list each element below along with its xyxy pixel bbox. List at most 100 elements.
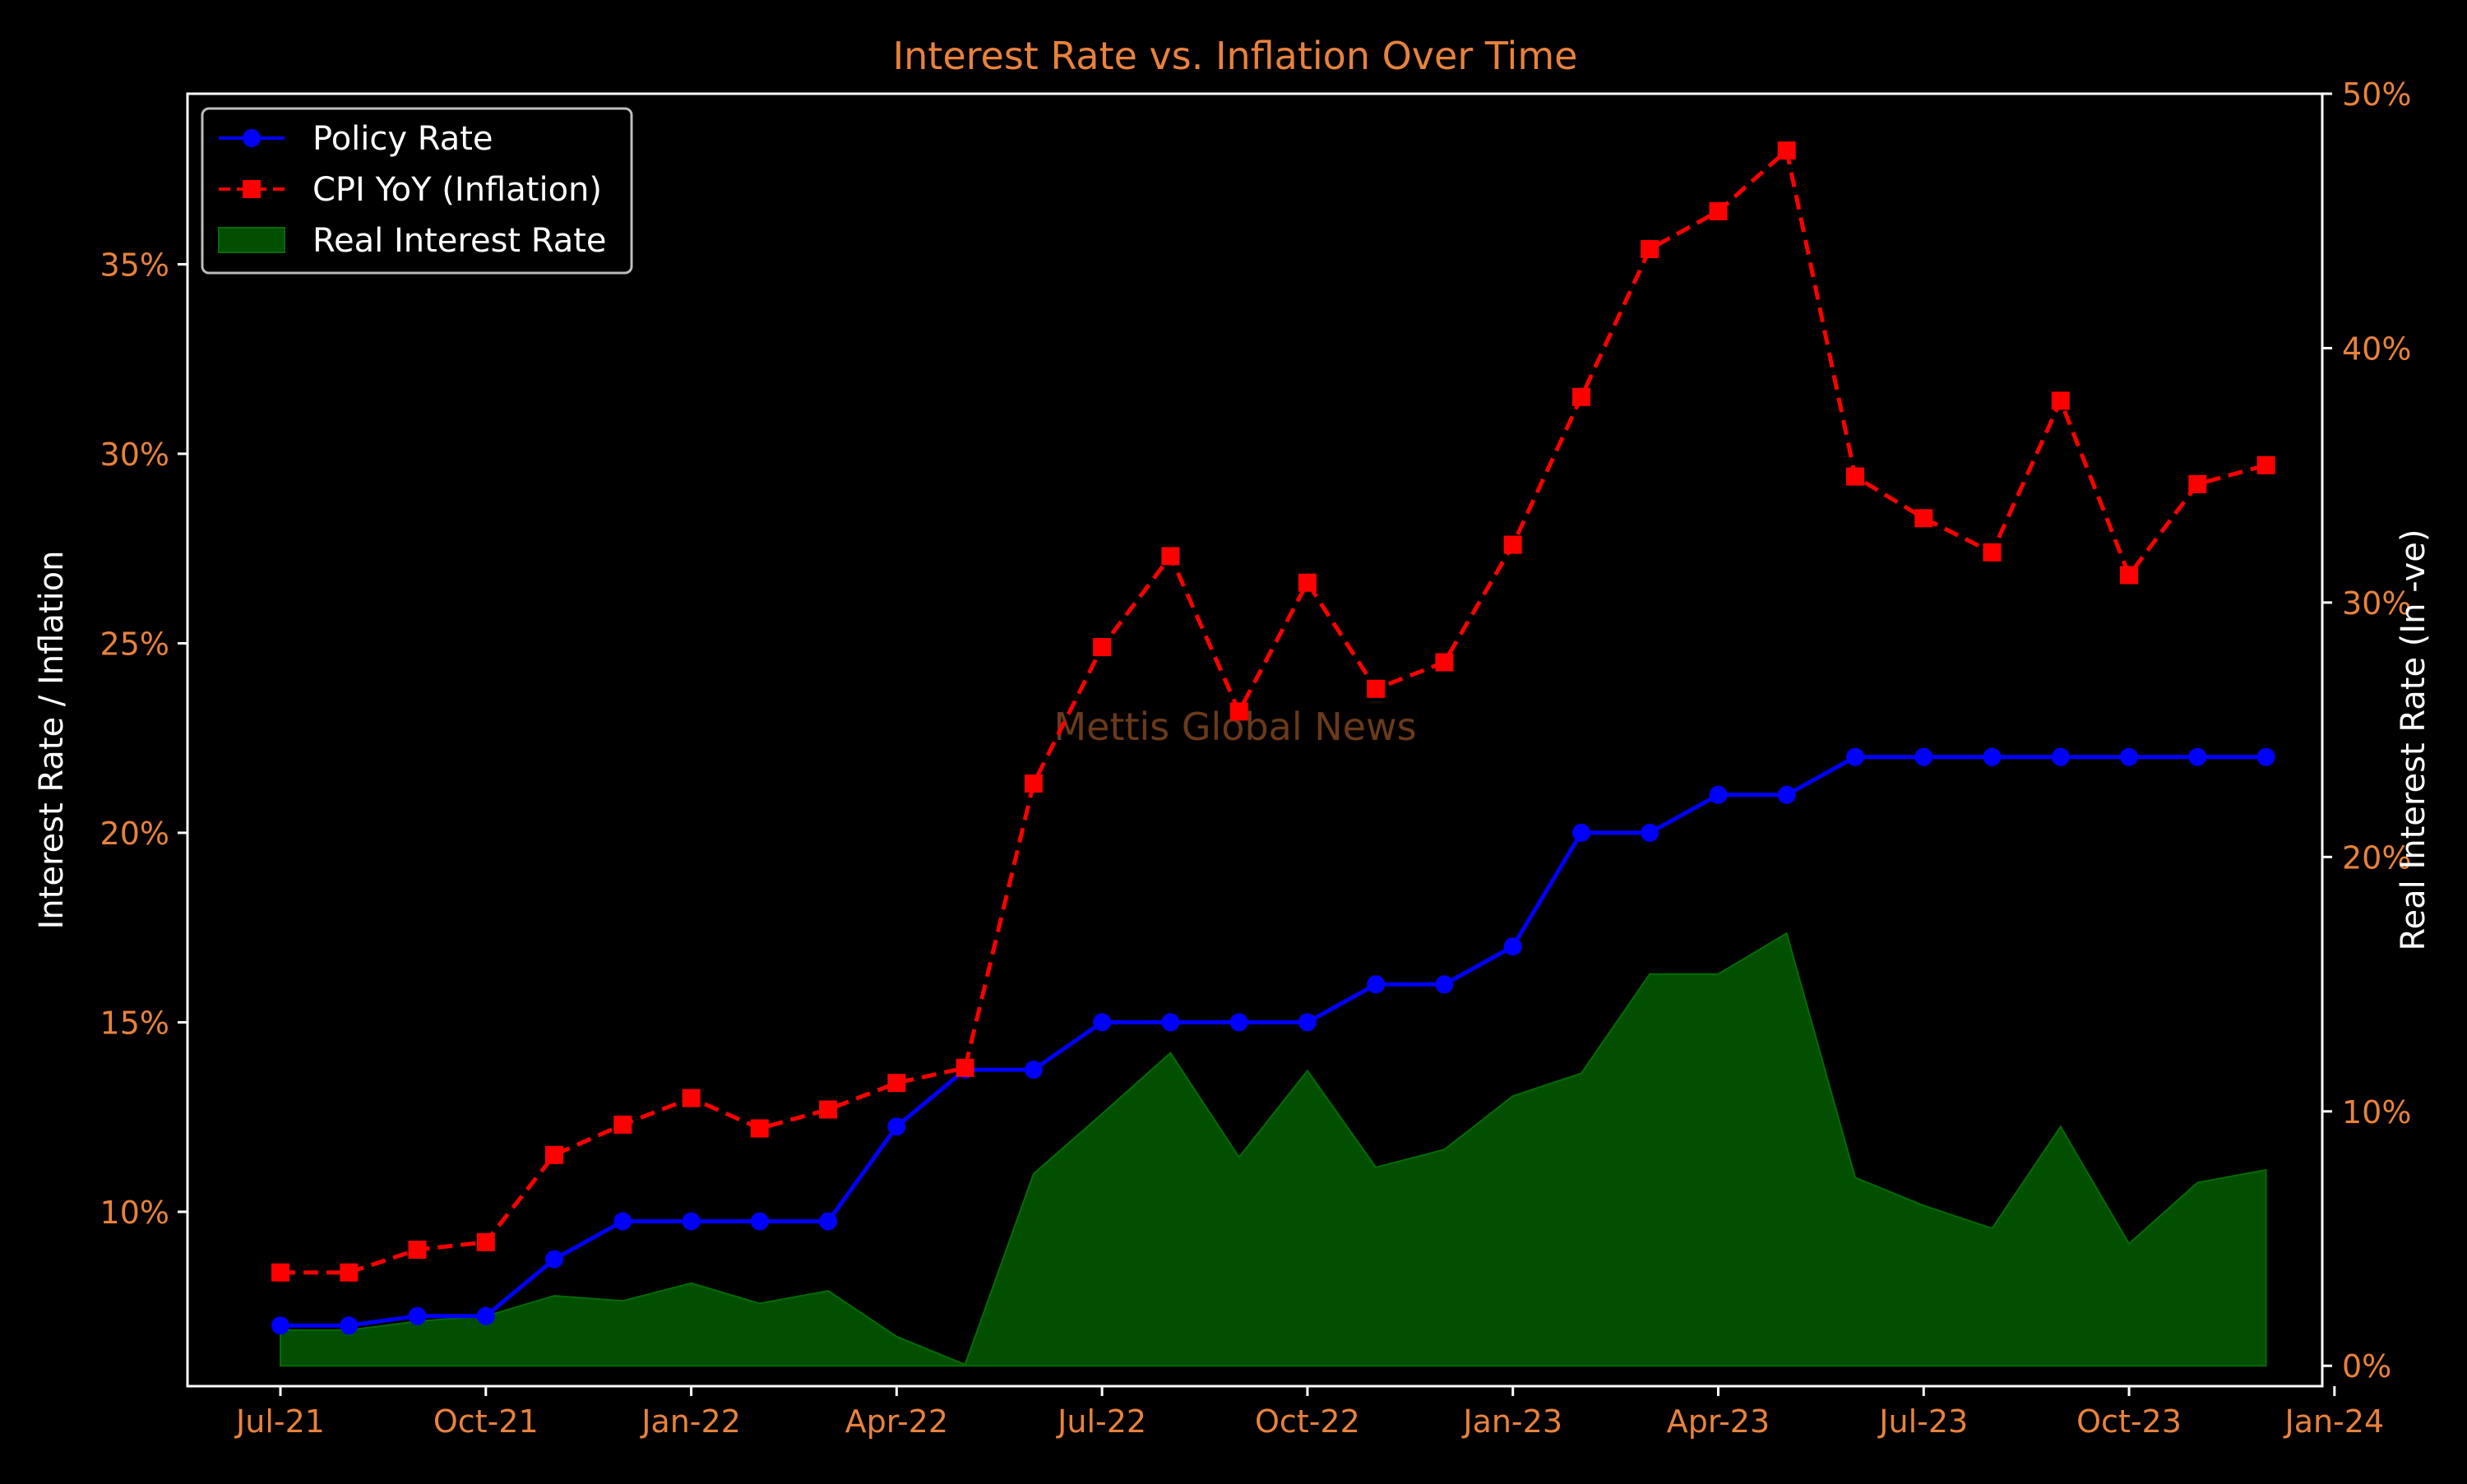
cpi-point <box>1641 240 1659 258</box>
legend-marker-cpi <box>243 180 261 198</box>
cpi-point <box>1709 201 1728 220</box>
y2-tick-label: 30% <box>2342 585 2411 622</box>
legend-label-policy-rate: Policy Rate <box>312 120 493 158</box>
cpi-point <box>1093 638 1112 657</box>
x-tick-label: Jul-23 <box>1877 1403 1968 1440</box>
cpi-point <box>1024 774 1043 793</box>
cpi-point <box>1777 141 1796 160</box>
y-tick-label: 15% <box>100 1005 169 1041</box>
legend-label-cpi: CPI YoY (Inflation) <box>312 171 602 209</box>
policy-rate-point <box>613 1212 632 1231</box>
cpi-point <box>1161 547 1180 566</box>
x-tick-label: Apr-22 <box>845 1403 948 1440</box>
real-rate-area-layer <box>280 932 2267 1367</box>
policy-rate-point <box>476 1306 495 1325</box>
cpi-point <box>682 1089 701 1107</box>
plot-frame <box>186 92 2324 1388</box>
policy-rate-point <box>1914 747 1933 766</box>
x-tick-label: Jan-23 <box>1461 1403 1562 1440</box>
cpi-point <box>887 1074 906 1093</box>
legend: Policy Rate CPI YoY (Inflation) Real Int… <box>201 107 633 275</box>
policy-rate-point <box>2188 747 2207 766</box>
x-tick-label: Oct-23 <box>2076 1403 2182 1440</box>
policy-rate-point <box>682 1212 701 1231</box>
policy-rate-point <box>1709 785 1728 804</box>
y2-tick-label: 0% <box>2342 1348 2391 1385</box>
legend-marker-policy-rate <box>243 129 261 147</box>
legend-label-real-rate: Real Interest Rate <box>312 222 607 260</box>
x-axis: Jul-21 Oct-21 Jan-22 Apr-22 Jul-22 Oct-22 Jan-… <box>234 1386 2384 1440</box>
policy-rate-point <box>1503 937 1522 956</box>
x-tick-label: Oct-22 <box>1255 1403 1360 1440</box>
cpi-point <box>1983 543 2002 562</box>
series-lines-layer <box>271 141 2275 1335</box>
y2-tick-label: 10% <box>2342 1094 2411 1130</box>
y-tick-label: 30% <box>100 437 169 473</box>
policy-rate-point <box>271 1316 289 1335</box>
y-axis-left: 10% 15% 20% 25% 30% 35% <box>100 247 187 1231</box>
cpi-point <box>340 1263 359 1282</box>
policy-rate-point <box>2120 747 2138 766</box>
policy-rate-point <box>1024 1061 1043 1079</box>
cpi-point <box>2051 391 2070 410</box>
policy-rate-point <box>1777 785 1796 804</box>
y-tick-label: 20% <box>100 816 169 852</box>
x-tick-label: Jan-24 <box>2283 1403 2384 1440</box>
cpi-point <box>819 1100 838 1119</box>
cpi-point <box>476 1232 495 1251</box>
cpi-point <box>2188 474 2207 493</box>
real-rate-area <box>280 932 2267 1367</box>
cpi-point <box>750 1119 769 1138</box>
legend-swatch-real-rate <box>218 227 285 253</box>
cpi-point <box>1572 387 1590 406</box>
y-axis-left-label: Interest Rate / Inflation <box>33 551 71 930</box>
x-tick-label: Jul-21 <box>234 1403 325 1440</box>
policy-rate-point <box>1161 1013 1180 1032</box>
x-tick-label: Jan-22 <box>640 1403 741 1440</box>
policy-rate-point <box>1641 823 1659 842</box>
y2-tick-label: 50% <box>2342 76 2411 113</box>
x-tick-label: Jul-22 <box>1056 1403 1146 1440</box>
cpi-point <box>271 1263 289 1282</box>
cpi-point <box>1914 509 1933 528</box>
policy-rate-point <box>2256 747 2275 766</box>
policy-rate-point <box>1229 1013 1248 1032</box>
x-tick-label: Oct-21 <box>433 1403 539 1440</box>
cpi-point <box>1298 573 1317 592</box>
policy-rate-line <box>280 755 2266 1328</box>
y-tick-label: 25% <box>100 626 169 662</box>
policy-rate-point <box>819 1212 838 1231</box>
legend-box <box>201 107 633 275</box>
cpi-point <box>956 1058 974 1077</box>
y-tick-label: 10% <box>100 1195 169 1231</box>
policy-rate-point <box>1298 1013 1317 1032</box>
y-tick-label: 35% <box>100 247 169 283</box>
policy-rate-point <box>1435 975 1454 994</box>
cpi-point <box>1503 535 1522 554</box>
policy-rate-point <box>1367 975 1386 994</box>
cpi-point <box>408 1241 427 1259</box>
policy-rate-point <box>545 1250 563 1269</box>
policy-rate-point <box>750 1212 769 1231</box>
cpi-point <box>1367 679 1386 698</box>
cpi-point <box>2120 566 2138 585</box>
cpi-point <box>2256 455 2275 474</box>
x-tick-label: Apr-23 <box>1667 1403 1770 1440</box>
chart-title: Interest Rate vs. Inflation Over Time <box>893 34 1578 78</box>
cpi-point <box>545 1145 563 1164</box>
cpi-line <box>280 148 2267 1275</box>
cpi-point <box>613 1115 632 1134</box>
policy-rate-point <box>1846 747 1864 766</box>
policy-rate-point <box>340 1316 359 1335</box>
y-axis-right: 0% 10% 20% 30% 40% 50% <box>2322 76 2411 1385</box>
cpi-point <box>1435 653 1454 672</box>
policy-rate-point <box>2051 747 2070 766</box>
y2-tick-label: 20% <box>2342 839 2411 876</box>
y-axis-right-label: Real Interest Rate (In -ve) <box>2395 529 2432 951</box>
cpi-point <box>1229 702 1248 721</box>
policy-rate-point <box>1983 747 2002 766</box>
y2-tick-label: 40% <box>2342 331 2411 367</box>
policy-rate-point <box>887 1117 906 1136</box>
